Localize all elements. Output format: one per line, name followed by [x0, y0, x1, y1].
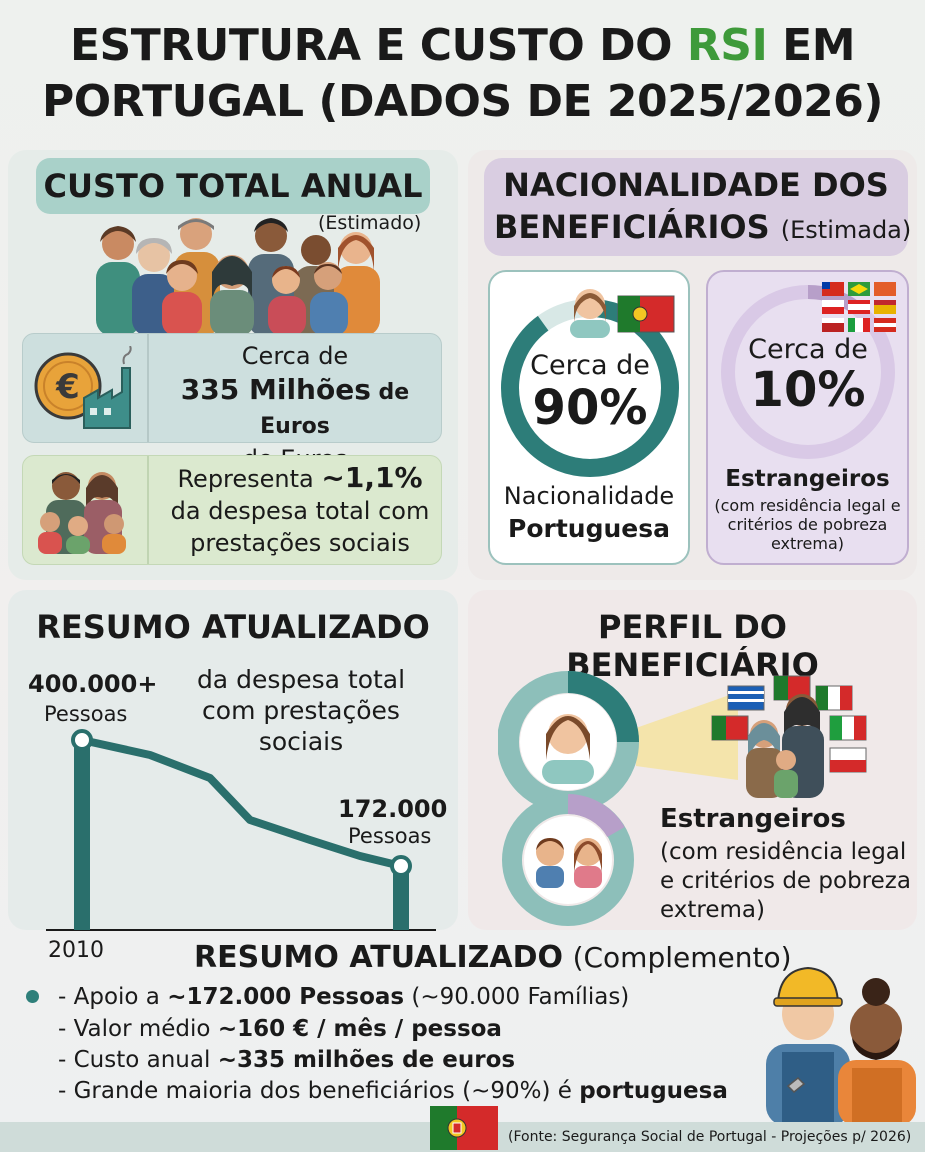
factory-icon — [83, 346, 132, 429]
perfil-ring2-arc — [567, 794, 625, 838]
title-line1-pre: ESTRUTURA E CUSTO DO — [69, 20, 687, 71]
foreign-value: 10% — [750, 362, 866, 418]
nacionalidade-heading-l1: NACIONALIDADE DOS — [503, 166, 889, 204]
title-line1-post: EM — [767, 20, 856, 71]
chart-start-bar — [74, 740, 90, 930]
pt-prefix: Cerca de — [530, 350, 650, 381]
page-title: ESTRUTURA E CUSTO DO RSI EM PORTUGAL (DA… — [0, 18, 925, 130]
euro-coin-icon: € — [34, 346, 132, 429]
svg-text:€: € — [55, 367, 80, 407]
chart-end-bar — [393, 866, 409, 930]
flags-cluster-icon — [822, 282, 896, 332]
perfil-illustration — [498, 671, 867, 926]
pct-prefix: Representa — [177, 465, 314, 493]
complemento-line-4: - Grande maioria dos beneficiários (~90%… — [58, 1078, 728, 1104]
complemento-heading-bold: RESUMO ATUALIZADO — [194, 940, 564, 975]
portugal-flag-icon — [430, 1106, 498, 1150]
chart-description: da despesa total com prestações sociais — [196, 665, 406, 756]
perfil-label2: (com residência legal e critérios de pob… — [660, 839, 911, 923]
foreign-prefix: Cerca de — [748, 334, 868, 365]
donut-foreign-arc — [721, 285, 895, 459]
complemento-line-2: - Valor médio ~160 € / mês / pessoa — [58, 1016, 502, 1042]
nacionalidade-heading: NACIONALIDADE DOS BENEFICIÁRIOS (Estimad… — [484, 158, 911, 256]
perfil-ring1-arc — [567, 671, 639, 743]
foreign-label2: (com residência legal e critérios de pob… — [714, 496, 901, 553]
chart-series-line — [81, 736, 402, 870]
family-icon — [38, 472, 126, 554]
pct-line2: da despesa total com — [170, 497, 430, 525]
pct-line3: prestações sociais — [190, 529, 410, 557]
chart-year-label: 2010 — [48, 938, 104, 963]
chart-start-point — [71, 729, 93, 751]
donut-foreign — [721, 285, 895, 459]
complemento-heading-note: (Complemento) — [572, 941, 792, 974]
workers-icon — [766, 966, 916, 1126]
complemento-heading: RESUMO ATUALIZADO (Complemento) — [194, 940, 792, 975]
chart-end-value: 172.000 — [338, 795, 448, 823]
pct-value: ~1,1% — [321, 461, 423, 494]
person-pt-flag-icon — [570, 289, 675, 338]
people-group-icon — [96, 218, 380, 336]
custo-note: (Estimado) — [318, 212, 422, 234]
nacionalidade-heading-note: (Estimada) — [780, 216, 912, 244]
nacionalidade-heading-l2: BENEFICIÁRIOS — [494, 208, 770, 246]
chart-start-value: 400.000+ — [28, 670, 158, 698]
title-accent: RSI — [686, 20, 768, 71]
custo-heading: CUSTO TOTAL ANUAL — [36, 158, 430, 214]
pct-text: Representa ~1,1% da despesa total com pr… — [160, 462, 440, 559]
chart-start-unit: Pessoas — [44, 702, 128, 726]
complemento-line-1: - Apoio a ~172.000 Pessoas (~90.000 Famí… — [58, 984, 630, 1010]
chart-end-point — [390, 855, 412, 877]
cost-value: 335 Milhões — [180, 373, 371, 406]
bullet-dot-icon — [26, 990, 39, 1003]
footer-source: (Fonte: Segurança Social de Portugal - P… — [508, 1129, 912, 1145]
foreign-label1: Estrangeiros — [725, 466, 890, 492]
pt-label2: Portuguesa — [508, 514, 670, 543]
line-chart — [46, 729, 436, 931]
resumo-heading: RESUMO ATUALIZADO — [36, 608, 430, 646]
pt-value: 90% — [532, 380, 648, 436]
complemento-line-3: - Custo anual ~335 milhões de euros — [58, 1047, 516, 1073]
cost-prefix: Cerca de — [241, 342, 349, 370]
cost-unit-bold: de Euros — [260, 380, 410, 439]
title-line2: PORTUGAL (DADOS DE 2025/2026) — [42, 76, 883, 127]
chart-end-unit: Pessoas — [348, 824, 432, 848]
perfil-label1: Estrangeiros — [660, 804, 846, 834]
pt-label1: Nacionalidade — [503, 482, 675, 510]
